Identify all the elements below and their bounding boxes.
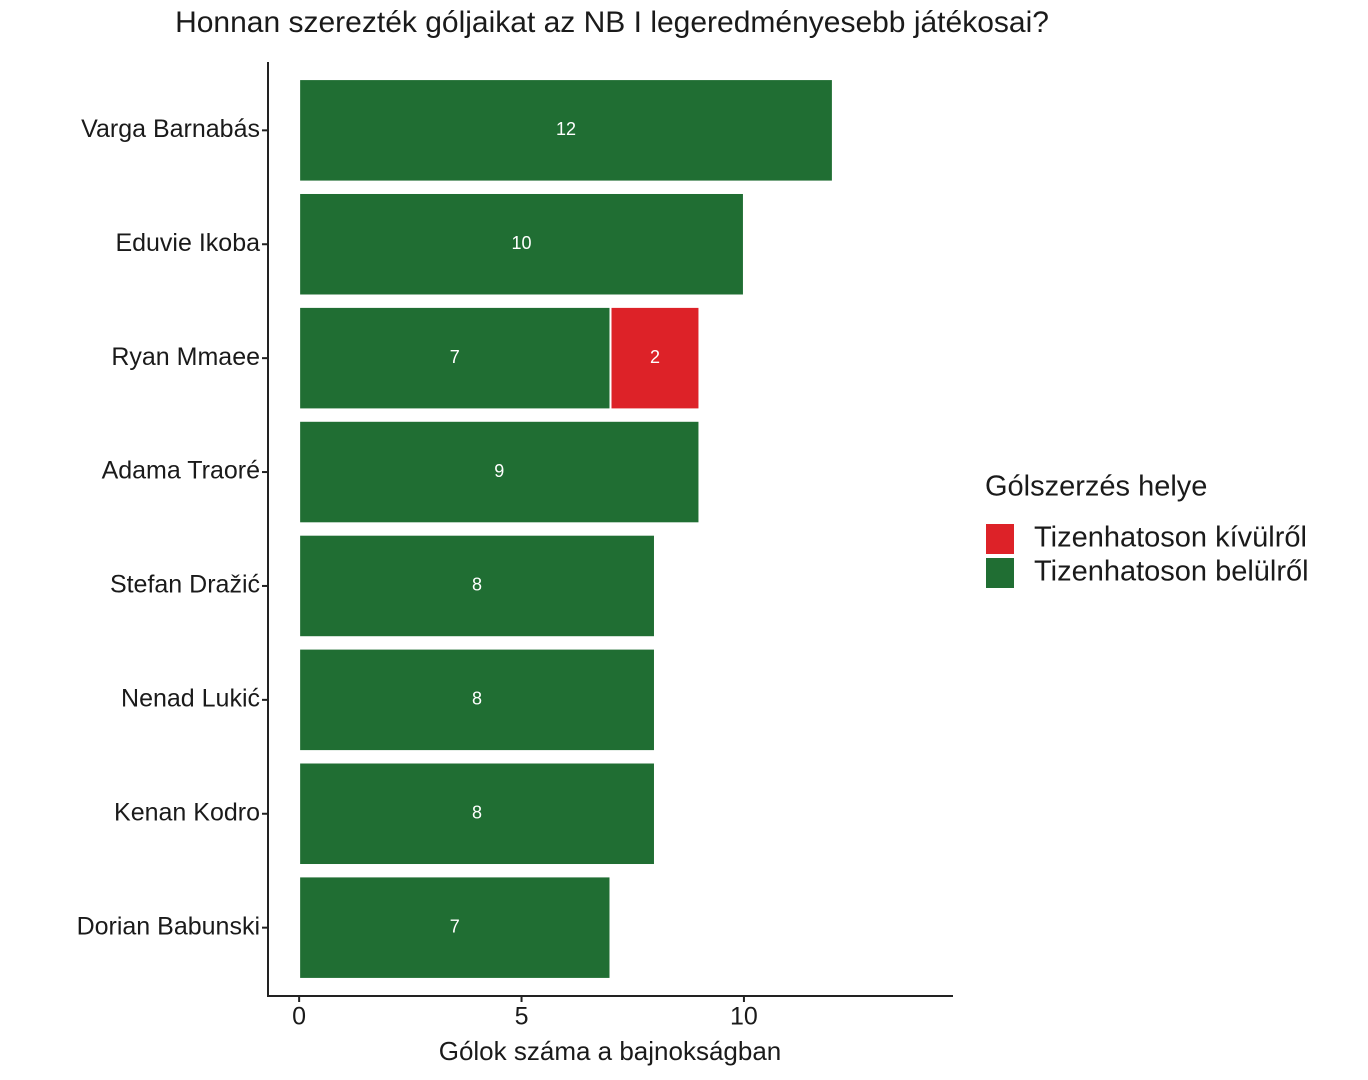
legend-label: Tizenhatoson belülről	[1034, 556, 1309, 588]
legend-title: Gólszerzés helye	[985, 471, 1207, 503]
bar	[298, 78, 834, 183]
chart-title: Honnan szerezték góljaikat az NB I leger…	[175, 6, 1049, 39]
bar	[609, 305, 701, 411]
value-label: 2	[650, 347, 660, 367]
y-tick-label: Varga Barnabás	[81, 115, 260, 143]
legend-label: Tizenhatoson kívülről	[1034, 522, 1307, 554]
value-label: 7	[450, 347, 460, 367]
value-label: 7	[450, 916, 460, 936]
value-label: 8	[472, 689, 482, 709]
x-tick-label: 0	[292, 1003, 306, 1031]
bar	[298, 647, 656, 753]
y-tick-label: Ryan Mmaee	[111, 343, 260, 371]
x-tick-label: 5	[515, 1003, 529, 1031]
y-tick-label: Stefan Dražić	[110, 571, 260, 599]
legend-swatch	[986, 558, 1014, 588]
value-label: 10	[512, 233, 532, 253]
value-label: 12	[556, 119, 576, 139]
y-tick-label: Eduvie Ikoba	[115, 229, 260, 257]
bar	[298, 191, 745, 297]
y-tick-label: Nenad Lukić	[121, 684, 260, 712]
x-tick-label: 10	[730, 1003, 758, 1031]
bar	[298, 533, 656, 639]
value-label: 9	[494, 461, 504, 481]
y-tick-label: Adama Traoré	[102, 457, 260, 485]
value-label: 8	[472, 803, 482, 823]
bar	[298, 875, 612, 980]
legend-swatch	[986, 524, 1014, 554]
bar	[298, 419, 701, 525]
y-tick-label: Dorian Babunski	[77, 912, 260, 940]
x-axis-title: Gólok száma a bajnokságban	[439, 1036, 782, 1066]
y-tick-label: Kenan Kodro	[114, 798, 260, 826]
bar	[298, 761, 656, 867]
bar	[298, 305, 612, 411]
value-label: 8	[472, 575, 482, 595]
